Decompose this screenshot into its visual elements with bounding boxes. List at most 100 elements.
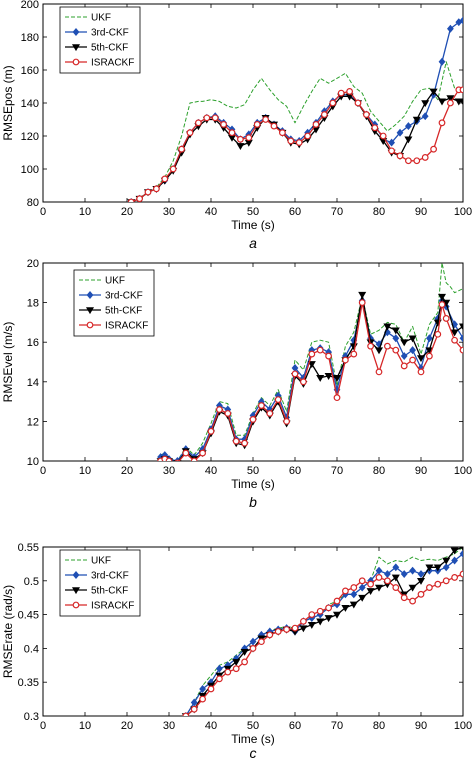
data-point-israckf [417,590,425,598]
data-point-israckf [283,418,291,425]
x-tick-label: 90 [415,720,427,732]
x-tick-label: 60 [289,206,301,218]
x-tick-label: 70 [331,206,343,218]
data-point-3rd-ckf [405,122,412,131]
data-point-israckf [434,580,442,588]
data-point-israckf [291,624,299,632]
data-point-israckf [241,439,249,447]
y-tick-label: 20 [27,258,39,270]
data-point-israckf [291,370,299,378]
y-tick-label: 16 [27,337,39,349]
data-point-israckf [329,99,337,107]
y-tick-label: 0.5 [24,576,39,588]
x-tick-label: 40 [205,206,217,218]
data-point-5th-ckf [374,347,384,355]
data-point-israckf [421,154,429,161]
data-point-3rd-ckf [199,684,206,693]
x-tick-label: 10 [79,206,91,218]
y-tick-label: 80 [27,197,39,209]
data-point-israckf [459,86,463,94]
data-point-israckf [438,301,446,308]
x-tick-label: 50 [247,720,259,732]
data-point-5th-ckf [412,116,421,124]
data-point-israckf [442,315,450,322]
y-tick-label: 160 [21,65,39,77]
legend-label-israckf: ISRACKF [91,601,134,612]
data-point-israckf [405,157,412,165]
data-point-israckf [367,580,375,588]
data-point-israckf [417,368,425,376]
data-point-5th-ckf [383,323,392,331]
x-tick-label: 0 [40,720,46,732]
data-point-3rd-ckf [459,16,463,25]
data-point-5th-ckf [374,584,384,592]
data-point-israckf [363,111,370,118]
data-point-israckf [287,137,295,145]
data-point-israckf [333,597,341,605]
data-point-5th-ckf [437,98,447,106]
data-point-5th-ckf [429,88,438,96]
data-point-israckf [459,346,463,354]
x-tick-label: 20 [121,465,133,477]
x-tick-label: 80 [373,720,385,732]
x-tick-label: 100 [454,465,472,477]
panel-label: c [250,745,257,761]
x-tick-label: 90 [415,465,427,477]
x-tick-label: 60 [289,720,301,732]
data-point-israckf [442,577,450,585]
data-point-israckf [194,119,202,127]
data-point-5th-ckf [324,373,333,380]
x-tick-label: 20 [121,206,133,218]
legend-label-3rd-ckf: 3rd-CKF [91,28,129,39]
data-point-5th-ckf [391,327,400,335]
series-line-5th-ckf [185,547,463,716]
data-point-3rd-ckf [350,590,358,599]
data-point-5th-ckf [349,601,358,609]
y-tick-label: 0.55 [18,542,39,554]
legend-label-israckf: ISRACKF [105,321,148,332]
data-point-israckf [379,132,387,140]
series-line-5th-ckf [160,294,463,461]
data-point-israckf [375,368,383,376]
y-tick-label: 18 [27,298,39,310]
data-point-israckf [350,350,358,358]
data-point-israckf [392,346,400,354]
legend-label-3rd-ckf: 3rd-CKF [105,291,143,302]
data-point-israckf [325,604,333,612]
data-point-israckf [400,594,408,602]
data-point-5th-ckf [307,361,316,369]
y-tick-label: 140 [21,98,39,110]
x-axis-label: Time (s) [231,477,275,491]
data-point-israckf [258,638,265,646]
data-point-israckf [409,597,417,605]
data-point-5th-ckf [232,659,241,667]
data-point-5th-ckf [332,375,342,382]
y-tick-label: 200 [21,0,39,11]
legend: UKF 3rd-CKF 5th-CKF ISRACKF [59,6,141,74]
legend-label-israckf: ISRACKF [91,58,134,69]
data-point-5th-ckf [316,618,325,626]
data-point-israckf [375,574,383,581]
data-point-3rd-ckf [388,138,395,147]
legend-marker-israckf [72,58,80,66]
data-point-3rd-ckf [392,563,400,572]
data-point-3rd-ckf [409,566,416,575]
chart-panel-a: 0 10 20 30 40 50 60 70 80 90 100 80 100 120 140 160 180 2… [1,0,472,251]
legend: UKF 3rd-CKF 5th-CKF ISRACKF [73,269,155,337]
data-point-3rd-ckf [409,346,416,355]
y-tick-label: 180 [21,32,39,44]
data-point-3rd-ckf [216,664,223,673]
data-point-israckf [262,116,270,123]
x-tick-label: 30 [163,206,175,218]
y-tick-label: 14 [27,377,39,389]
data-point-israckf [283,626,291,633]
data-point-5th-ckf [442,557,451,565]
data-point-israckf [396,152,404,160]
series-group [181,547,463,716]
data-point-israckf [295,139,303,147]
x-tick-label: 0 [40,465,46,477]
data-point-israckf [312,121,320,128]
legend-marker-3rd-ckf [72,571,80,579]
data-point-israckf [249,645,257,652]
data-point-israckf [384,342,391,350]
